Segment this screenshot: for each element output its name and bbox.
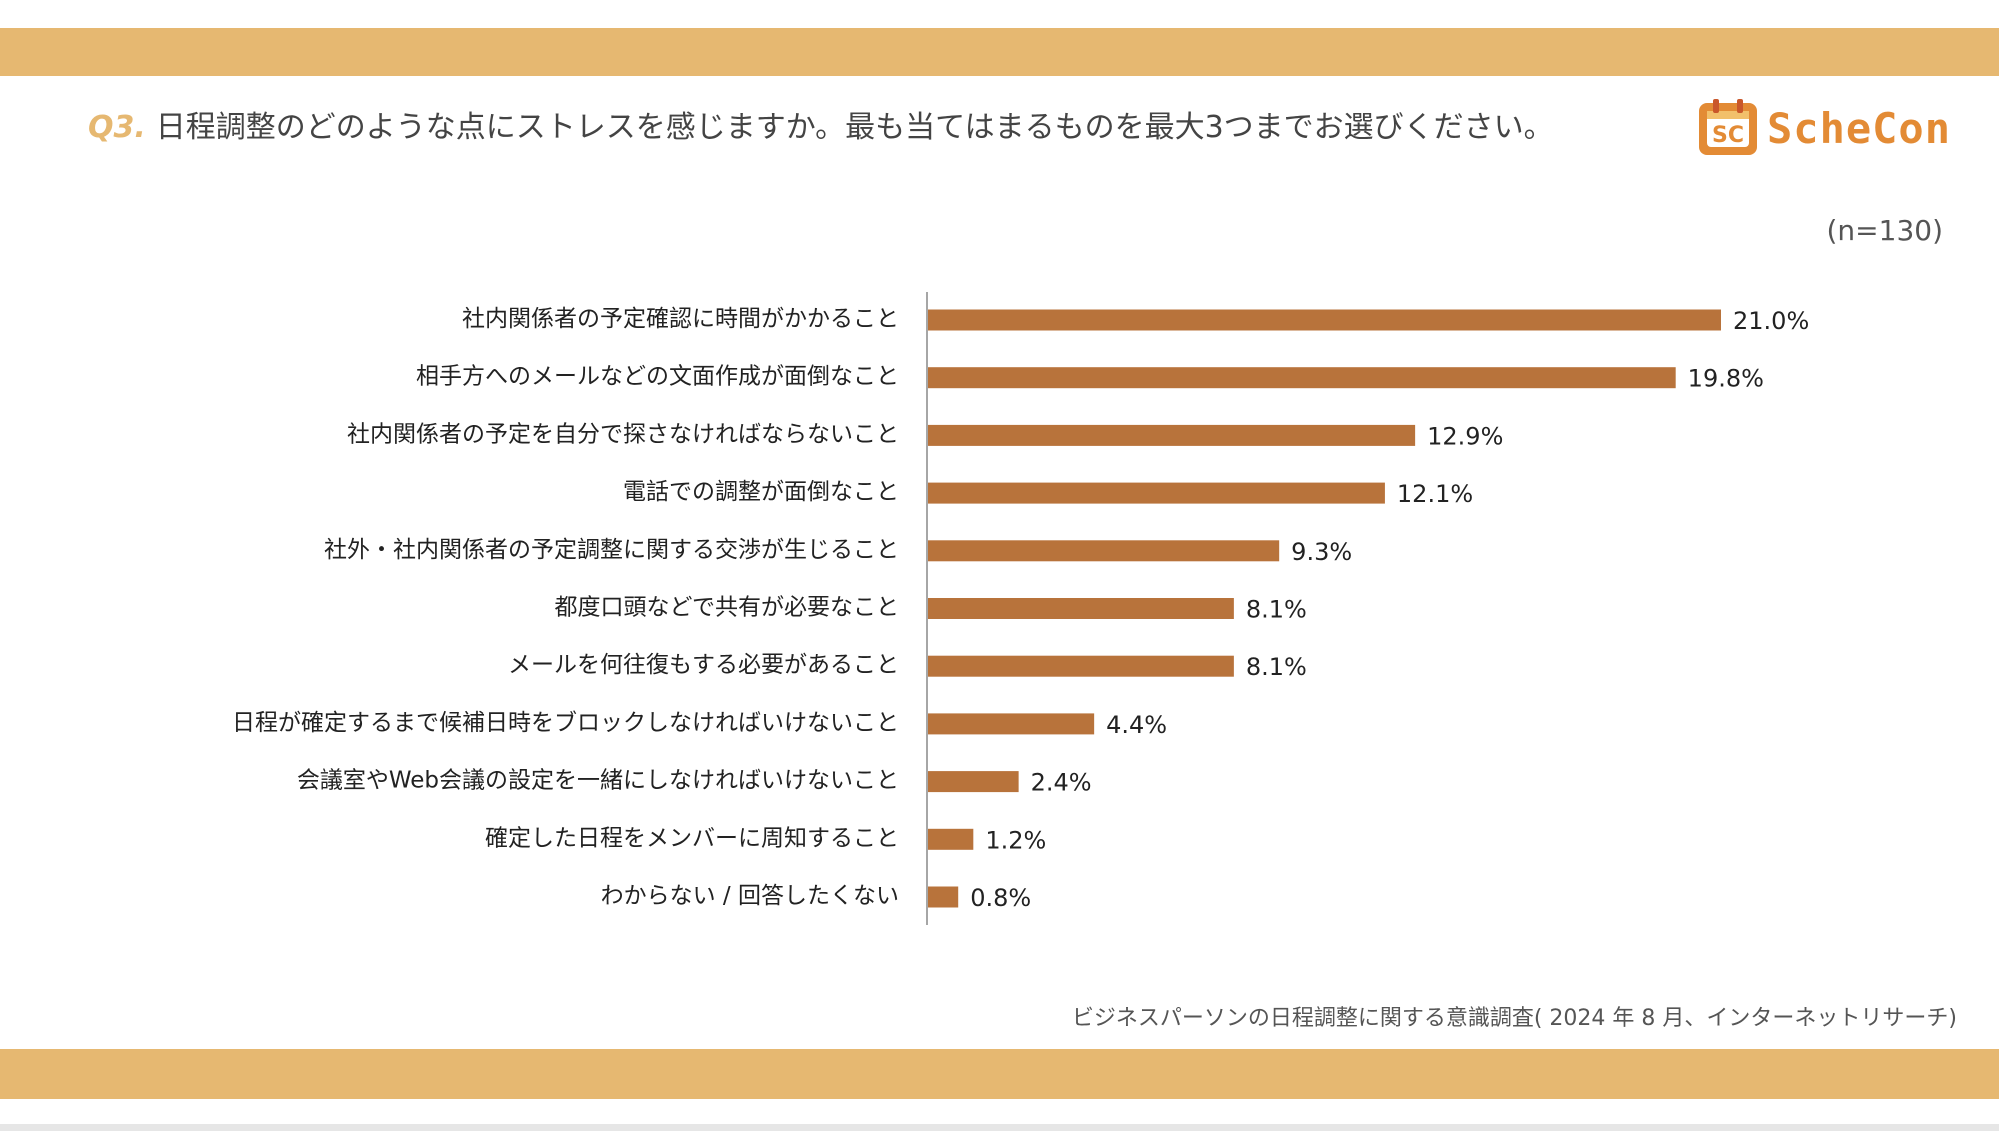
sample-size: (n=130) — [1826, 214, 1944, 247]
chart-rows: 社内関係者の予定確認に時間がかかること 21.0% 相手方へのメールなどの文面作成が… — [232, 306, 1809, 912]
category-label: 会議室やWeb会議の設定を一緒にしなければいけないこと — [297, 768, 899, 794]
bar — [928, 482, 1385, 504]
category-label: 社外・社内関係者の予定調整に関する交渉が生じること — [324, 537, 899, 563]
chart-row: 会議室やWeb会議の設定を一緒にしなければいけないこと 2.4% — [297, 768, 1092, 797]
value-label: 9.3% — [1291, 538, 1352, 566]
bar — [928, 655, 1234, 677]
bar — [928, 828, 974, 850]
logo-icon-letters: SC — [1712, 123, 1744, 148]
category-label: 相手方へのメールなどの文面作成が面倒なこと — [416, 364, 899, 390]
question-label: Q3. — [88, 110, 146, 145]
category-label: 社内関係者の予定確認に時間がかかること — [462, 306, 899, 332]
bar — [928, 424, 1416, 446]
value-label: 8.1% — [1246, 596, 1307, 624]
bar-chart: 社内関係者の予定確認に時間がかかること 21.0% 相手方へのメールなどの文面作成が… — [232, 292, 1809, 925]
source-footnote: ビジネスパーソンの日程調整に関する意識調査( 2024 年 8 月、インターネッ… — [1071, 1006, 1957, 1031]
bar — [928, 771, 1019, 793]
bar — [928, 309, 1721, 331]
value-label: 12.9% — [1427, 422, 1503, 450]
chart-row: 確定した日程をメンバーに周知すること 1.2% — [485, 825, 1046, 854]
chart-row: 電話での調整が面倒なこと 12.1% — [623, 479, 1473, 508]
category-label: 電話での調整が面倒なこと — [623, 479, 899, 505]
bar — [928, 886, 959, 908]
chart-row: 社内関係者の予定確認に時間がかかること 21.0% — [462, 306, 1809, 335]
chart-row: 相手方へのメールなどの文面作成が面倒なこと 19.8% — [416, 364, 1764, 393]
category-label: 日程が確定するまで候補日時をブロックしなければいけないこと — [232, 710, 899, 736]
chart-row: 社内関係者の予定を自分で探さなければならないこと 12.9% — [347, 421, 1503, 450]
value-label: 2.4% — [1031, 769, 1092, 797]
value-label: 1.2% — [985, 826, 1046, 854]
bar — [928, 713, 1095, 735]
top-accent-band — [0, 28, 1999, 76]
schecon-logo: SC ScheCon — [1697, 96, 1951, 160]
category-label: 確定した日程をメンバーに周知すること — [485, 825, 899, 851]
chart-row: 社外・社内関係者の予定調整に関する交渉が生じること 9.3% — [324, 537, 1352, 566]
value-label: 8.1% — [1246, 653, 1307, 681]
value-label: 4.4% — [1106, 711, 1167, 739]
category-label: わからない / 回答したくない — [601, 883, 899, 909]
value-label: 19.8% — [1688, 365, 1764, 393]
chart-row: メールを何往復もする必要があること 8.1% — [508, 652, 1307, 681]
bar — [928, 598, 1234, 619]
value-label: 21.0% — [1733, 307, 1809, 335]
value-label: 12.1% — [1397, 480, 1473, 508]
category-label: メールを何往復もする必要があること — [508, 652, 899, 678]
logo-text: ScheCon — [1767, 103, 1952, 153]
bar — [928, 367, 1676, 389]
bottom-accent-band — [0, 1049, 1999, 1099]
question-heading: Q3. 日程調整のどのような点にストレスを感じますか。最も当てはまるものを最大3つ… — [88, 108, 1588, 148]
chart-row: わからない / 回答したくない 0.8% — [601, 883, 1032, 912]
chart-row: 都度口頭などで共有が必要なこと 8.1% — [554, 595, 1306, 624]
bar — [928, 540, 1280, 562]
bottom-strip — [0, 1124, 1999, 1131]
category-label: 社内関係者の予定を自分で探さなければならないこと — [347, 421, 899, 447]
schecon-logo-icon: SC — [1699, 99, 1757, 155]
category-label: 都度口頭などで共有が必要なこと — [554, 595, 899, 621]
value-label: 0.8% — [970, 884, 1031, 912]
chart-row: 日程が確定するまで候補日時をブロックしなければいけないこと 4.4% — [232, 710, 1167, 739]
question-text: 日程調整のどのような点にストレスを感じますか。最も当てはまるものを最大3つまでお… — [155, 110, 1554, 145]
